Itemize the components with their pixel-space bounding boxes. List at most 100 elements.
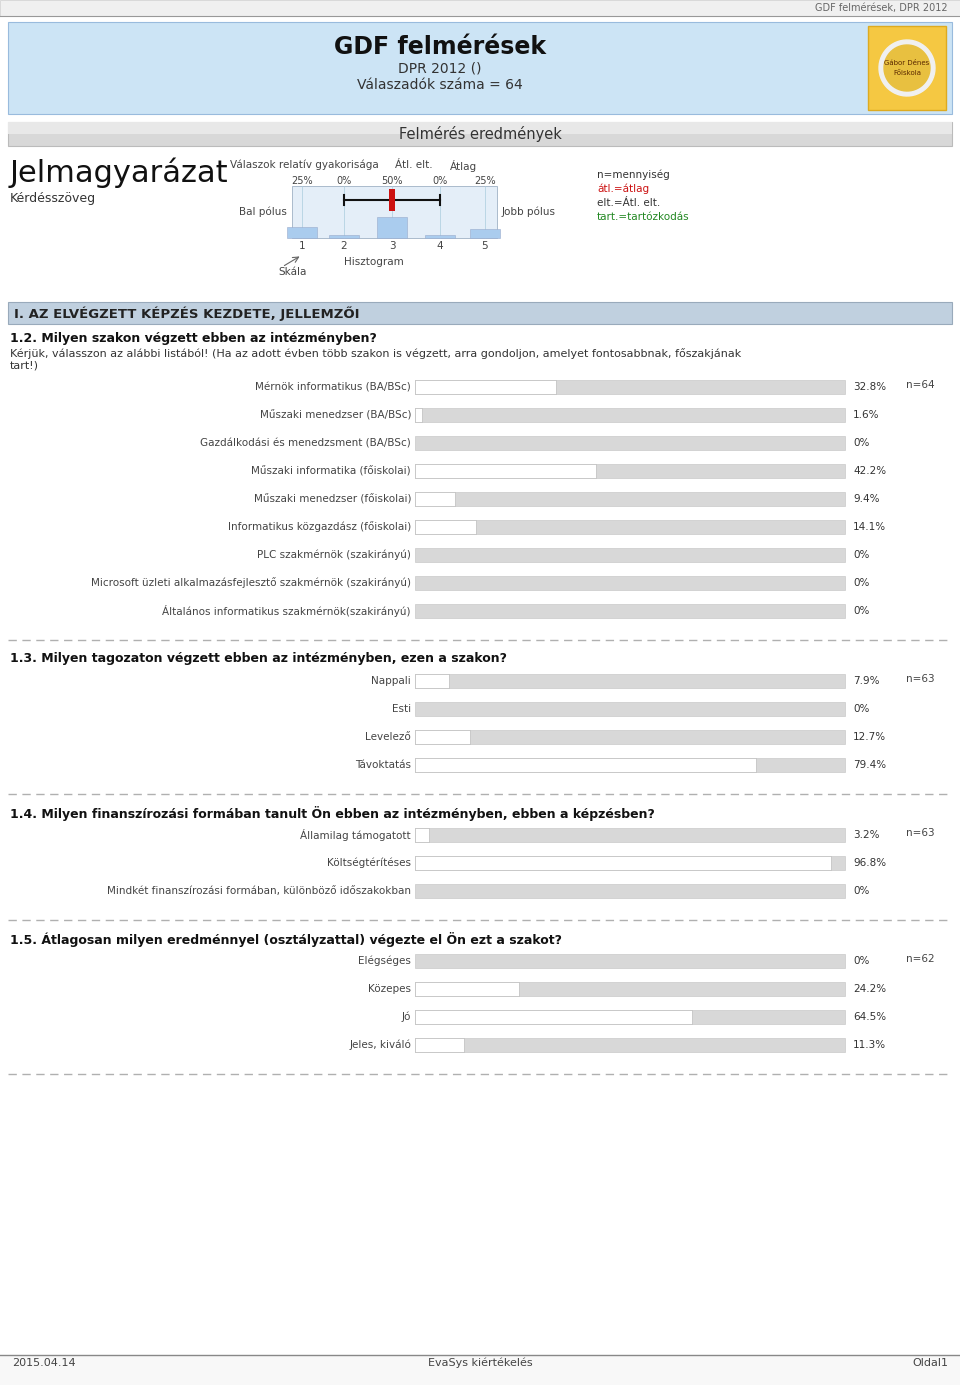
Bar xyxy=(415,1010,692,1024)
Text: Válaszok relatív gyakorisága: Válaszok relatív gyakorisága xyxy=(230,161,379,170)
Bar xyxy=(415,409,845,422)
Text: Skála: Skála xyxy=(278,267,306,277)
Text: Hisztogram: Hisztogram xyxy=(344,258,404,267)
Text: 1: 1 xyxy=(299,241,305,251)
Text: 1.6%: 1.6% xyxy=(853,410,879,420)
Polygon shape xyxy=(884,44,930,91)
Bar xyxy=(8,122,952,134)
Text: átl.=átlag: átl.=átlag xyxy=(597,184,649,194)
Bar xyxy=(415,982,845,996)
Bar xyxy=(8,122,952,145)
Text: 0%: 0% xyxy=(432,176,447,186)
Bar xyxy=(415,758,756,771)
Bar xyxy=(415,856,831,870)
Bar xyxy=(415,492,845,506)
Text: 32.8%: 32.8% xyxy=(853,382,886,392)
Bar xyxy=(415,828,845,842)
Bar xyxy=(415,464,596,478)
Text: Kérjük, válasszon az alábbi listából! (Ha az adott évben több szakon is végzett,: Kérjük, válasszon az alábbi listából! (H… xyxy=(10,348,741,359)
Bar xyxy=(415,409,421,422)
Text: 1.5. Átlagosan milyen eredménnyel (osztályzattal) végezte el Ön ezt a szakot?: 1.5. Átlagosan milyen eredménnyel (osztá… xyxy=(10,932,562,947)
Text: Jobb pólus: Jobb pólus xyxy=(502,206,556,217)
Text: Távoktatás: Távoktatás xyxy=(355,760,411,770)
Text: Műszaki informatika (főiskolai): Műszaki informatika (főiskolai) xyxy=(252,465,411,476)
Bar xyxy=(415,702,845,716)
Bar xyxy=(329,235,359,238)
Text: n=63: n=63 xyxy=(906,674,935,684)
Text: 42.2%: 42.2% xyxy=(853,465,886,476)
Text: 7.9%: 7.9% xyxy=(853,676,879,686)
Text: 50%: 50% xyxy=(381,176,403,186)
Text: tart.=tartózkodás: tart.=tartózkodás xyxy=(597,212,689,222)
Text: n=63: n=63 xyxy=(906,828,935,838)
Bar xyxy=(415,856,845,870)
Text: 1.3. Milyen tagozaton végzett ebben az intézményben, ezen a szakon?: 1.3. Milyen tagozaton végzett ebben az i… xyxy=(10,652,507,665)
Text: 3: 3 xyxy=(389,241,396,251)
Bar xyxy=(415,519,845,535)
Text: Bal pólus: Bal pólus xyxy=(239,206,287,217)
Text: Oldal1: Oldal1 xyxy=(912,1359,948,1368)
Text: 79.4%: 79.4% xyxy=(853,760,886,770)
Text: 1.2. Milyen szakon végzett ebben az intézményben?: 1.2. Milyen szakon végzett ebben az inté… xyxy=(10,332,377,345)
Text: Általános informatikus szakmérnök(szakirányú): Általános informatikus szakmérnök(szakir… xyxy=(162,605,411,616)
Text: I. AZ ELVÉGZETT KÉPZÉS KEZDETE, JELLEMZŐI: I. AZ ELVÉGZETT KÉPZÉS KEZDETE, JELLEMZŐ… xyxy=(14,306,359,320)
Text: 0%: 0% xyxy=(853,704,870,715)
Text: 11.3%: 11.3% xyxy=(853,1040,886,1050)
Bar xyxy=(415,1037,845,1053)
Text: 0%: 0% xyxy=(336,176,351,186)
Text: tart!): tart!) xyxy=(10,361,39,371)
Text: Közepes: Közepes xyxy=(368,983,411,994)
Text: Informatikus közgazdász (főiskolai): Informatikus közgazdász (főiskolai) xyxy=(228,522,411,532)
Text: Nappali: Nappali xyxy=(372,676,411,686)
Bar xyxy=(415,884,845,897)
Bar xyxy=(415,674,449,688)
Bar xyxy=(415,954,845,968)
Bar xyxy=(292,186,497,238)
Text: Felmérés eredmények: Felmérés eredmények xyxy=(398,126,562,143)
Text: Főiskola: Főiskola xyxy=(893,71,921,76)
Text: Költségtérítéses: Költségtérítéses xyxy=(327,857,411,868)
Text: 1.4. Milyen finanszírozási formában tanult Ön ebben az intézményben, ebben a kép: 1.4. Milyen finanszírozási formában tanu… xyxy=(10,806,655,821)
Bar xyxy=(8,302,952,324)
Text: EvaSys kiértékelés: EvaSys kiértékelés xyxy=(428,1357,532,1368)
Text: Műszaki menedzser (főiskolai): Műszaki menedzser (főiskolai) xyxy=(253,494,411,504)
Text: Gazdálkodási és menedzsment (BA/BSc): Gazdálkodási és menedzsment (BA/BSc) xyxy=(201,438,411,447)
Text: Műszaki menedzser (BA/BSc): Műszaki menedzser (BA/BSc) xyxy=(259,410,411,420)
Bar xyxy=(415,982,519,996)
Text: 9.4%: 9.4% xyxy=(853,494,879,504)
Text: Átl. elt.: Átl. elt. xyxy=(395,161,433,170)
Text: Mindkét finanszírozási formában, különböző időszakokban: Mindkét finanszírozási formában, különbö… xyxy=(107,886,411,896)
Text: Válaszadók száma = 64: Válaszadók száma = 64 xyxy=(357,78,523,91)
Text: Gábor Dénes: Gábor Dénes xyxy=(884,60,929,66)
Text: Microsoft üzleti alkalmazásfejlesztő szakmérnök (szakirányú): Microsoft üzleti alkalmazásfejlesztő sza… xyxy=(91,578,411,589)
Text: GDF felmérések: GDF felmérések xyxy=(334,35,546,60)
Bar xyxy=(0,1355,960,1385)
Bar xyxy=(415,730,845,744)
Bar xyxy=(415,604,845,618)
Text: 64.5%: 64.5% xyxy=(853,1012,886,1022)
Polygon shape xyxy=(879,40,935,96)
Text: 14.1%: 14.1% xyxy=(853,522,886,532)
Text: 12.7%: 12.7% xyxy=(853,733,886,742)
Text: 0%: 0% xyxy=(853,607,870,616)
Bar xyxy=(415,730,469,744)
Bar xyxy=(415,379,845,393)
Bar xyxy=(415,1010,845,1024)
Text: Jeles, kiváló: Jeles, kiváló xyxy=(349,1040,411,1050)
Text: Esti: Esti xyxy=(392,704,411,715)
Bar xyxy=(415,1037,464,1053)
Text: 96.8%: 96.8% xyxy=(853,857,886,868)
Bar xyxy=(415,436,845,450)
Text: Levelező: Levelező xyxy=(365,733,411,742)
Bar xyxy=(415,464,845,478)
Text: GDF felmérések, DPR 2012: GDF felmérések, DPR 2012 xyxy=(815,3,948,12)
Text: 2: 2 xyxy=(341,241,348,251)
Bar xyxy=(415,576,845,590)
Text: Elégséges: Elégséges xyxy=(358,956,411,967)
Text: 3.2%: 3.2% xyxy=(853,830,879,839)
Text: Átlag: Átlag xyxy=(450,161,477,172)
Bar xyxy=(415,828,429,842)
Bar xyxy=(415,492,455,506)
Text: 25%: 25% xyxy=(474,176,495,186)
Text: Jó: Jó xyxy=(401,1012,411,1022)
